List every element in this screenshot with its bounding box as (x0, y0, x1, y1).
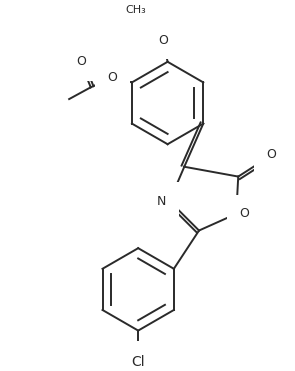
Text: O: O (267, 148, 276, 161)
Text: O: O (76, 55, 86, 68)
Text: O: O (107, 71, 117, 84)
Text: N: N (157, 195, 166, 208)
Text: Cl: Cl (131, 355, 145, 369)
Text: O: O (158, 34, 168, 47)
Text: O: O (239, 207, 249, 220)
Text: CH₃: CH₃ (125, 5, 146, 15)
